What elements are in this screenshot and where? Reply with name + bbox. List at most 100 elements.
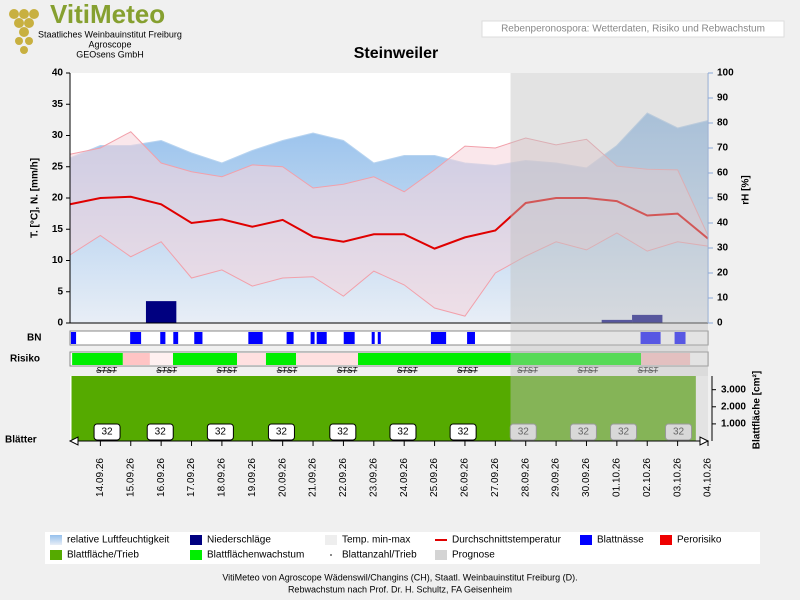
x-tick-label: 01.10.26 bbox=[611, 458, 622, 497]
y2-tick-label: 90 bbox=[717, 93, 729, 104]
legend-label: Blattanzahl/Trieb bbox=[342, 550, 417, 561]
x-tick-label: 26.09.26 bbox=[460, 458, 471, 497]
row-label: Risiko bbox=[10, 354, 40, 365]
leaf-count-box bbox=[509, 423, 537, 441]
y2-tick-label: 50 bbox=[717, 193, 729, 204]
legend-swatch bbox=[50, 550, 62, 560]
leaf-count-label: 32 bbox=[155, 427, 167, 438]
x-tick-label: 25.09.26 bbox=[429, 458, 440, 497]
x-tick-label: 30.09.26 bbox=[581, 458, 592, 497]
prognosis-shade bbox=[510, 73, 708, 441]
legend-label: Blattflächenwachstum bbox=[207, 550, 304, 561]
risk-segment bbox=[358, 353, 642, 365]
y-tick-label: 5 bbox=[57, 286, 63, 297]
leaf-wetness bbox=[430, 332, 447, 344]
org-line: Agroscope bbox=[88, 39, 131, 49]
x-tick-label: 28.09.26 bbox=[520, 458, 531, 497]
y2-tick-label: 0 bbox=[717, 318, 723, 329]
leaf-count-label: 32 bbox=[102, 427, 114, 438]
leaf-count-box bbox=[610, 423, 638, 441]
precip-bar bbox=[145, 301, 177, 323]
leaf-count-label: 32 bbox=[618, 427, 630, 438]
y2-tick-label: 80 bbox=[717, 118, 729, 129]
logo-text: VitiMeteo bbox=[50, 0, 165, 29]
leaf-count-box bbox=[569, 423, 597, 441]
risk-segment bbox=[149, 353, 173, 365]
leaf-count-box bbox=[389, 423, 417, 441]
x-tick-label: 20.09.26 bbox=[277, 458, 288, 497]
leaf-count-box bbox=[449, 423, 477, 441]
risk-segment bbox=[265, 353, 297, 365]
risk-segment bbox=[72, 353, 123, 365]
risk-segment bbox=[122, 353, 150, 365]
risk-segment bbox=[172, 353, 238, 365]
leaf-wetness bbox=[248, 332, 263, 344]
x-tick-label: 15.09.26 bbox=[125, 458, 136, 497]
x-tick-label: 19.09.26 bbox=[247, 458, 258, 497]
x-tick-label: 29.09.26 bbox=[551, 458, 562, 497]
leaf-count-label: 32 bbox=[458, 427, 470, 438]
x-tick-label: 02.10.26 bbox=[642, 458, 653, 497]
y-axis-label: T. [°C], N. [mm/h] bbox=[30, 158, 41, 238]
x-tick-label: 17.09.26 bbox=[186, 458, 197, 497]
y2-axis-label: rH [%] bbox=[741, 175, 752, 204]
leaf-wetness bbox=[674, 332, 686, 344]
leaf-count-box bbox=[206, 423, 234, 441]
x-tick-label: 14.09.26 bbox=[95, 458, 106, 497]
legend-label: Blattfläche/Trieb bbox=[67, 550, 139, 561]
arrow bbox=[68, 436, 710, 446]
y2-tick-label: 70 bbox=[717, 143, 729, 154]
subtitle-box bbox=[481, 20, 785, 38]
legend-label: Blattnässe bbox=[597, 535, 644, 546]
row-label: BN bbox=[27, 333, 41, 344]
x-tick-label: 23.09.26 bbox=[368, 458, 379, 497]
leaf-count-box bbox=[267, 423, 295, 441]
legend-swatch bbox=[190, 535, 202, 545]
leaf-wetness bbox=[467, 332, 475, 344]
leaf-wetness bbox=[316, 332, 327, 344]
risk-marker: STST bbox=[217, 366, 239, 375]
footer-line: Rebwachstum nach Prof. Dr. H. Schultz, F… bbox=[288, 584, 512, 594]
x-tick-label: 18.09.26 bbox=[217, 458, 228, 497]
legend-box bbox=[45, 532, 760, 564]
risk-marker: STST bbox=[277, 366, 299, 375]
leaf-wetness bbox=[130, 332, 142, 344]
risk-marker: STST bbox=[517, 366, 539, 375]
leaf-wetness bbox=[160, 332, 166, 344]
y-tick-label: 20 bbox=[52, 193, 64, 204]
y-tick-label: 40 bbox=[52, 68, 64, 79]
legend-swatch bbox=[330, 554, 332, 556]
leaf-count-label: 32 bbox=[673, 427, 685, 438]
leaf-count-label: 32 bbox=[215, 427, 227, 438]
risk-marker: STST bbox=[96, 366, 118, 375]
leaf-tick-label: 3.000 bbox=[721, 384, 746, 395]
mean-temp-line bbox=[69, 195, 709, 250]
y-tick-label: 25 bbox=[52, 161, 64, 172]
y2-tick-label: 60 bbox=[717, 168, 729, 179]
y2-tick-label: 10 bbox=[717, 293, 729, 304]
legend-swatch bbox=[435, 550, 447, 560]
leaf-wetness bbox=[70, 332, 77, 344]
leaf-tick-label: 2.000 bbox=[721, 401, 746, 412]
x-tick-label: 21.09.26 bbox=[308, 458, 319, 497]
leaf-wetness bbox=[286, 332, 294, 344]
org-line: Staatliches Weinbauinstitut Freiburg bbox=[38, 29, 182, 39]
leaf-count-label: 32 bbox=[578, 427, 590, 438]
chart-title: Steinweiler bbox=[354, 45, 438, 62]
risk-marker: STST bbox=[577, 366, 599, 375]
risk-marker: STST bbox=[638, 366, 660, 375]
risk-segment bbox=[296, 353, 359, 365]
legend-swatch bbox=[190, 550, 202, 560]
legend-label: Prognose bbox=[452, 550, 495, 561]
x-tick-label: 04.10.26 bbox=[703, 458, 714, 497]
leaf-wetness bbox=[310, 332, 315, 344]
subtitle: Rebenperonospora: Wetterdaten, Risiko un… bbox=[501, 24, 765, 35]
risk-marker: STST bbox=[457, 366, 479, 375]
y2-tick-label: 30 bbox=[717, 243, 729, 254]
y2-tick-label: 100 bbox=[717, 68, 734, 79]
risk-marker: STST bbox=[337, 366, 359, 375]
org-line: GEOsens GmbH bbox=[76, 49, 144, 59]
leaf-wetness bbox=[173, 332, 179, 344]
legend-swatch bbox=[50, 535, 62, 545]
